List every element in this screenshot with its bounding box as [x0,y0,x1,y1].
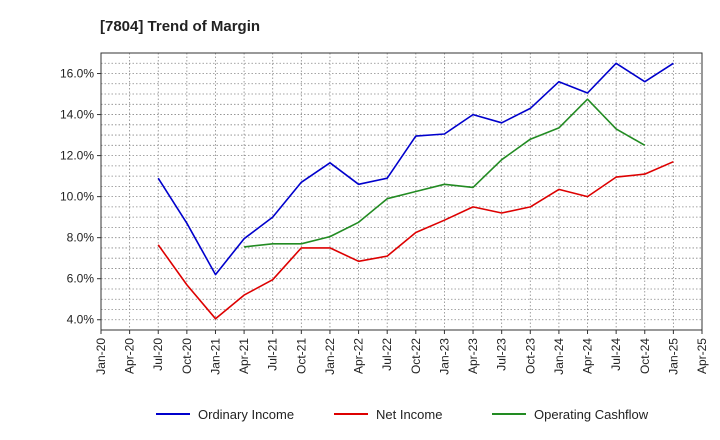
y-tick-label: 12.0% [60,149,94,163]
x-tick-label: Jul-22 [380,338,394,371]
x-tick-label: Oct-24 [638,338,652,374]
x-tick-label: Oct-23 [523,338,537,374]
grid [100,52,703,330]
x-tick-label: Oct-21 [294,338,308,374]
x-tick-label: Jan-22 [323,338,337,375]
x-tick-label: Oct-20 [180,338,194,374]
y-tick-label: 14.0% [60,108,94,122]
series-line-net-income [157,160,674,320]
x-tick-label: Jul-24 [609,338,623,371]
x-tick-label: Apr-24 [581,338,595,374]
x-tick-label: Jan-20 [94,338,108,375]
legend-label-ordinary-income: Ordinary Income [198,407,294,422]
series-lines [157,62,674,320]
x-tick-label: Jan-25 [666,338,680,375]
x-tick-label: Apr-23 [466,338,480,374]
y-tick-label: 10.0% [60,190,94,204]
x-tick-label: Jan-24 [552,338,566,375]
x-tick-label: Jul-20 [151,338,165,371]
y-axis-ticks: 4.0% 6.0% 8.0% 10.0% 12.0% 14.0% 16.0% [60,67,101,327]
series-line-operating-cashflow [244,98,646,248]
x-tick-label: Apr-20 [123,338,137,374]
y-tick-label: 4.0% [67,313,95,327]
x-tick-label: Apr-25 [695,338,709,374]
x-tick-label: Apr-22 [352,338,366,374]
series-line-ordinary-income [157,62,674,276]
x-tick-label: Oct-22 [409,338,423,374]
legend-label-operating-cashflow: Operating Cashflow [534,407,649,422]
x-tick-label: Jul-23 [495,338,509,371]
chart-title: [7804] Trend of Margin [100,18,260,35]
x-tick-label: Jan-21 [208,338,222,375]
legend-label-net-income: Net Income [376,407,442,422]
legend: Ordinary Income Net Income Operating Cashf… [156,407,649,422]
x-tick-label: Jul-21 [266,338,280,371]
y-tick-label: 8.0% [67,231,95,245]
x-tick-label: Apr-21 [237,338,251,374]
x-axis-ticks: Jan-20 Apr-20 Jul-20 Oct-20 Jan-21 Apr-21 Jul-… [94,330,709,375]
plot-frame [100,52,703,331]
y-tick-label: 16.0% [60,67,94,81]
x-tick-label: Jan-23 [437,338,451,375]
y-tick-label: 6.0% [67,272,95,286]
